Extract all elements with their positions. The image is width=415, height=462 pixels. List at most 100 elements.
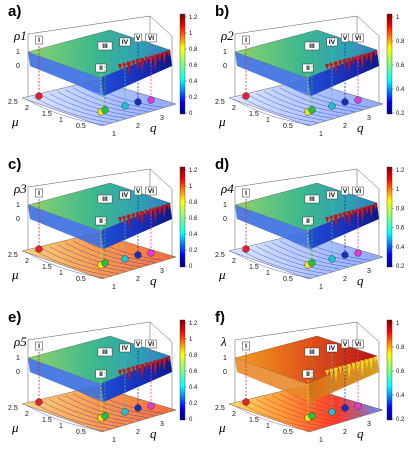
surface-spikes: [325, 50, 378, 76]
colorbar-tick: 1: [189, 184, 193, 190]
region-box: [304, 194, 320, 204]
spike: [338, 60, 343, 68]
region-label: V: [136, 35, 141, 42]
region-label: III: [102, 43, 108, 50]
colorbar-tick: 0.4: [189, 385, 198, 391]
spike: [135, 59, 140, 71]
contour-line: [25, 98, 105, 126]
spike: [373, 356, 378, 363]
region-label: V: [343, 341, 348, 348]
floor-marker: [121, 102, 129, 110]
floor-marker: [121, 408, 129, 416]
colorbar-tick: 0.6: [396, 369, 405, 375]
region-box: [352, 339, 364, 349]
spike: [351, 362, 356, 371]
spike: [157, 359, 162, 369]
contour-line: [64, 395, 141, 421]
contour-line: [248, 248, 326, 274]
colorbar-tick: 0.2: [396, 264, 405, 270]
y-tick: 2: [343, 276, 347, 283]
floor-marker: [101, 259, 109, 267]
region-box: [242, 35, 250, 45]
contour-line: [33, 402, 112, 430]
spike: [342, 59, 347, 71]
y-tick: 1: [112, 284, 116, 291]
spike: [162, 358, 167, 371]
z-axis-label: ρ4: [220, 181, 234, 196]
panel-letter: f): [215, 309, 225, 326]
colorbar-tick: 1.2: [396, 168, 405, 174]
region-label: IV: [329, 345, 336, 352]
contour-line: [248, 401, 326, 427]
z-tick: 1: [16, 49, 20, 56]
region-label: V: [136, 341, 141, 348]
contour-plane: [21, 79, 177, 127]
colorbar-tick: 0.6: [189, 369, 198, 375]
colorbar-tick: 0.4: [396, 87, 405, 93]
z-axis-label: ρ2: [220, 28, 234, 43]
floor-marker: [242, 92, 250, 100]
colorbar: [386, 319, 393, 421]
spike: [157, 53, 162, 63]
contour-line: [72, 87, 149, 112]
x-tick: 1.5: [42, 111, 52, 118]
floor-marker: [242, 398, 250, 406]
colorbar-tick: 0.4: [189, 79, 198, 85]
surface-front: [100, 50, 172, 96]
y-axis-label: q: [357, 273, 364, 288]
colorbar-tick: 1: [396, 15, 400, 21]
y-tick: 2: [136, 429, 140, 436]
colorbar-tick: 1: [189, 31, 193, 37]
y-tick: 1: [319, 437, 323, 444]
spike: [131, 213, 136, 221]
spike: [364, 359, 369, 369]
region-box: [302, 369, 314, 379]
colorbar-tick: 0.8: [189, 47, 198, 53]
floor-marker: [341, 251, 349, 259]
colorbar-tick: 0.2: [189, 95, 198, 101]
contour-line: [25, 251, 105, 279]
x-axis-label: μ: [11, 267, 19, 282]
region-label: II: [99, 371, 103, 378]
region-label: VI: [355, 35, 361, 42]
spike: [144, 209, 149, 218]
region-box: [304, 41, 320, 51]
spike: [373, 50, 378, 57]
region-label: I: [38, 343, 40, 350]
z-axis-label: ρ3: [13, 181, 27, 196]
region-box: [119, 37, 131, 47]
contour-line: [41, 401, 119, 427]
x-tick: 1.5: [42, 417, 52, 424]
region-box: [95, 216, 107, 226]
region-box: [95, 63, 107, 73]
region-box: [326, 190, 338, 200]
region-label: V: [343, 35, 348, 42]
spike: [140, 364, 145, 379]
region-label: III: [102, 349, 108, 356]
contour-plane: [21, 385, 177, 433]
y-axis-label: q: [357, 426, 364, 441]
spike: [329, 368, 334, 379]
contour-line: [248, 95, 326, 121]
spike: [118, 64, 123, 70]
floor-marker: [328, 408, 336, 416]
spike: [351, 56, 356, 65]
contour-line: [263, 244, 341, 270]
z-tick: 0: [223, 369, 227, 376]
contour-line: [279, 87, 356, 112]
colorbar-tick: 1: [396, 321, 400, 327]
region-box: [302, 63, 314, 73]
spike: [166, 203, 171, 210]
surface-front: [307, 356, 379, 402]
contour-line: [279, 240, 356, 265]
region-box: [134, 33, 142, 43]
spike: [131, 60, 136, 68]
spike: [360, 360, 365, 377]
spike: [122, 215, 127, 226]
region-label: III: [309, 349, 315, 356]
region-label: III: [309, 43, 315, 50]
region-box: [326, 343, 338, 353]
y-tick: 1: [319, 131, 323, 138]
